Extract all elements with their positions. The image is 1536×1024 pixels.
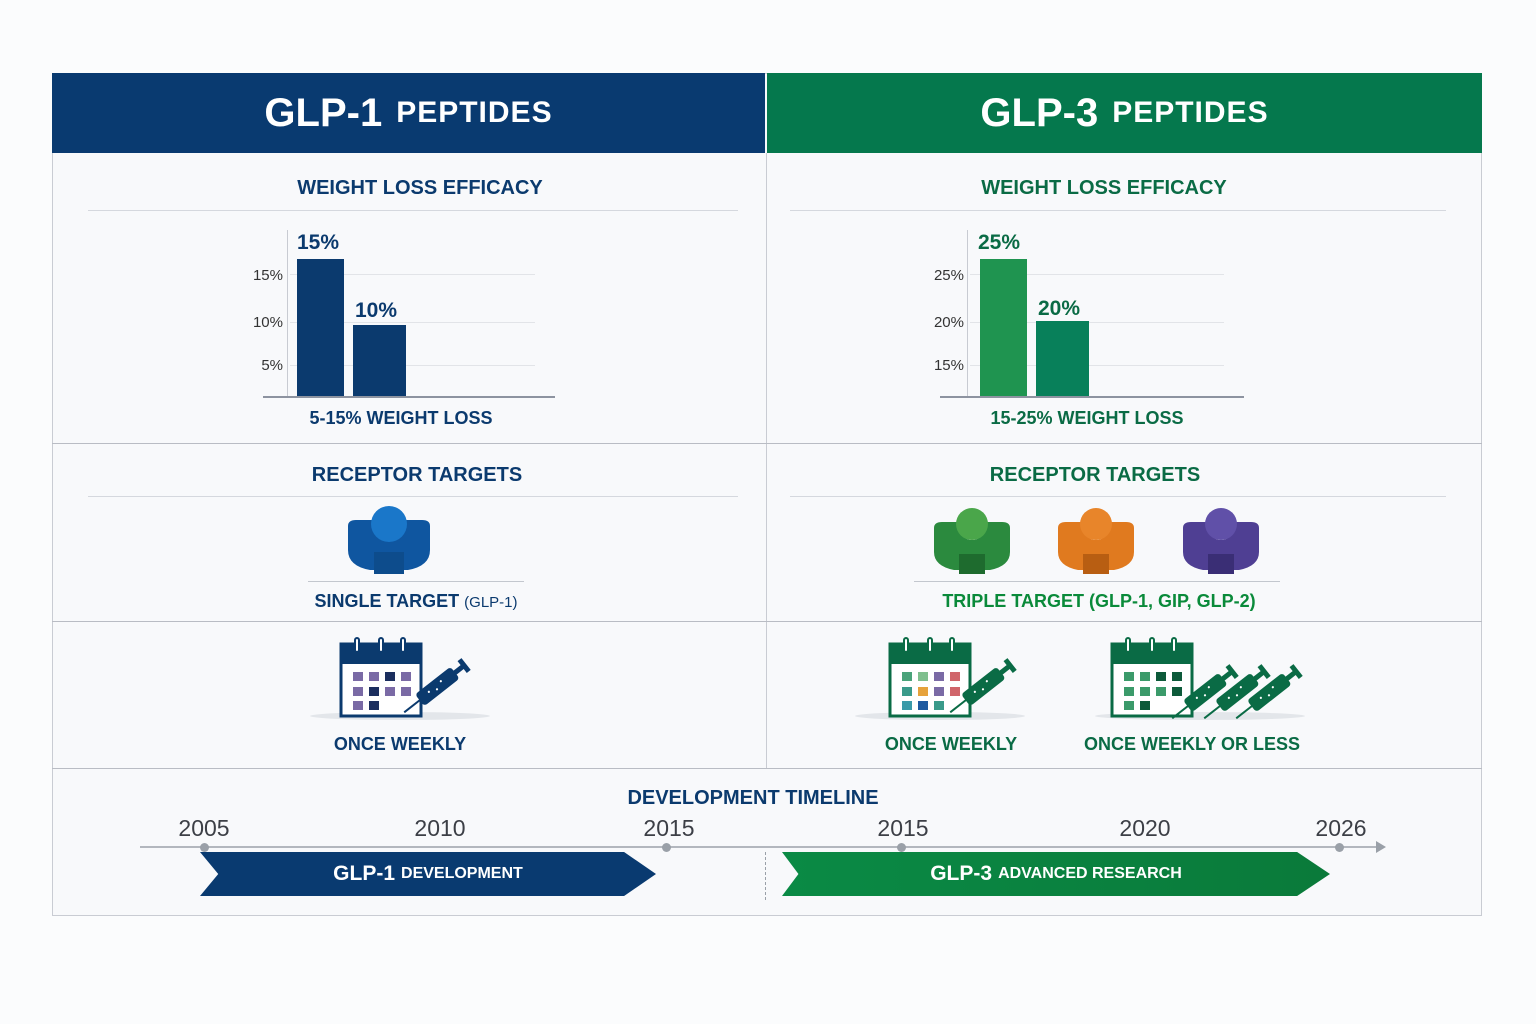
timeline-axis [140,846,1380,848]
arrow-title: GLP-3 [930,862,993,885]
receptor-icon-glp1 [348,506,430,574]
receptor-icon-gip [1058,508,1134,574]
bar [980,259,1027,396]
timeline-year: 2010 [414,815,466,841]
gridline [970,274,1224,275]
arrow-title: GLP-1 [333,862,396,885]
glp3-receptor-title: RECEPTOR TARGETS [989,464,1201,486]
divider [88,496,738,497]
x-axis [940,396,1244,398]
bar [353,325,406,396]
bar [297,259,344,396]
timeline-year: 2026 [1315,815,1367,841]
glp3-receptor-label: TRIPLE TARGET (GLP-1, GIP, GLP-2) [942,591,1256,611]
glp3-header-title: GLP-3 [980,90,1099,135]
glp3-efficacy-title: WEIGHT LOSS EFFICACY [981,177,1227,199]
divider [88,210,738,211]
timeline-dot [1335,843,1344,852]
glp1-header-title: GLP-1 [264,90,383,135]
timeline-dot [662,843,671,852]
glp1-receptor-label: SINGLE TARGET (GLP-1) [308,591,524,612]
row-divider [52,443,1482,444]
bar-label: 15% [297,231,340,254]
receptor-icon-glp2 [1183,508,1259,574]
arrow-subtitle: DEVELOPMENT [401,865,523,882]
timeline-arrowhead [1376,841,1386,853]
glp1-dosing-label: ONCE WEEKLY [333,734,467,754]
glp1-header: GLP-1 PEPTIDES [52,73,765,153]
y-axis [287,230,288,396]
timeline-year: 2015 [877,815,929,841]
receptor-label-detail: (GLP-1) [464,594,518,611]
calendar-icon [1110,637,1194,718]
divider [790,210,1446,211]
gridline [290,322,535,323]
y-tick-label: 15% [252,267,283,284]
glp1-header-subtitle: PEPTIDES [396,96,553,129]
gridline [970,365,1224,366]
chart-caption: 5-15% WEIGHT LOSS [309,408,493,428]
timeline-year: 2020 [1119,815,1171,841]
timeline-dot [897,843,906,852]
divider [790,496,1446,497]
divider [914,581,1280,582]
calendar-icon [339,637,423,718]
receptor-icon-glp1-agonist [934,508,1010,574]
gridline [970,322,1224,323]
gridline [290,274,535,275]
row-divider [52,621,1482,622]
glp3-header-subtitle: PEPTIDES [1112,96,1269,129]
column-divider [766,153,767,768]
row-divider [52,768,1482,769]
gridline [290,365,535,366]
bar-label: 10% [355,299,398,322]
bar [1036,321,1089,396]
y-tick-label: 10% [252,314,283,331]
y-tick-label: 25% [933,267,964,284]
divider [308,581,524,582]
glp3-header: GLP-3 PEPTIDES [767,73,1482,153]
calendar-icon [888,637,972,718]
glp3-dosing-label: ONCE WEEKLY [884,734,1018,754]
chart-caption: 15-25% WEIGHT LOSS [990,408,1184,428]
y-axis [967,230,968,396]
infographic-frame [52,73,1482,916]
timeline-title: DEVELOPMENT TIMELINE [627,787,879,809]
bar-label: 20% [1038,297,1081,320]
y-tick-label: 5% [261,357,283,374]
bar-label: 25% [978,231,1021,254]
dosing-icons [310,637,1305,725]
glp3-dosing-label-less: ONCE WEEKLY OR LESS [1083,734,1301,754]
y-tick-label: 15% [933,357,964,374]
glp1-efficacy-title: WEIGHT LOSS EFFICACY [297,177,543,199]
glp1-receptor-title: RECEPTOR TARGETS [311,464,523,486]
glp1-development-arrow: GLP-1 DEVELOPMENT [200,852,656,896]
receptor-label-text: SINGLE TARGET [314,591,460,611]
timeline-year: 2015 [643,815,695,841]
x-axis [263,396,555,398]
receptor-icons [348,506,1259,574]
y-tick-label: 20% [933,314,964,331]
timeline-year: 2005 [178,815,230,841]
arrow-subtitle: ADVANCED RESEARCH [998,865,1182,882]
timeline-divider [765,852,766,900]
timeline-dot [200,843,209,852]
glp3-research-arrow: GLP-3 ADVANCED RESEARCH [782,852,1330,896]
